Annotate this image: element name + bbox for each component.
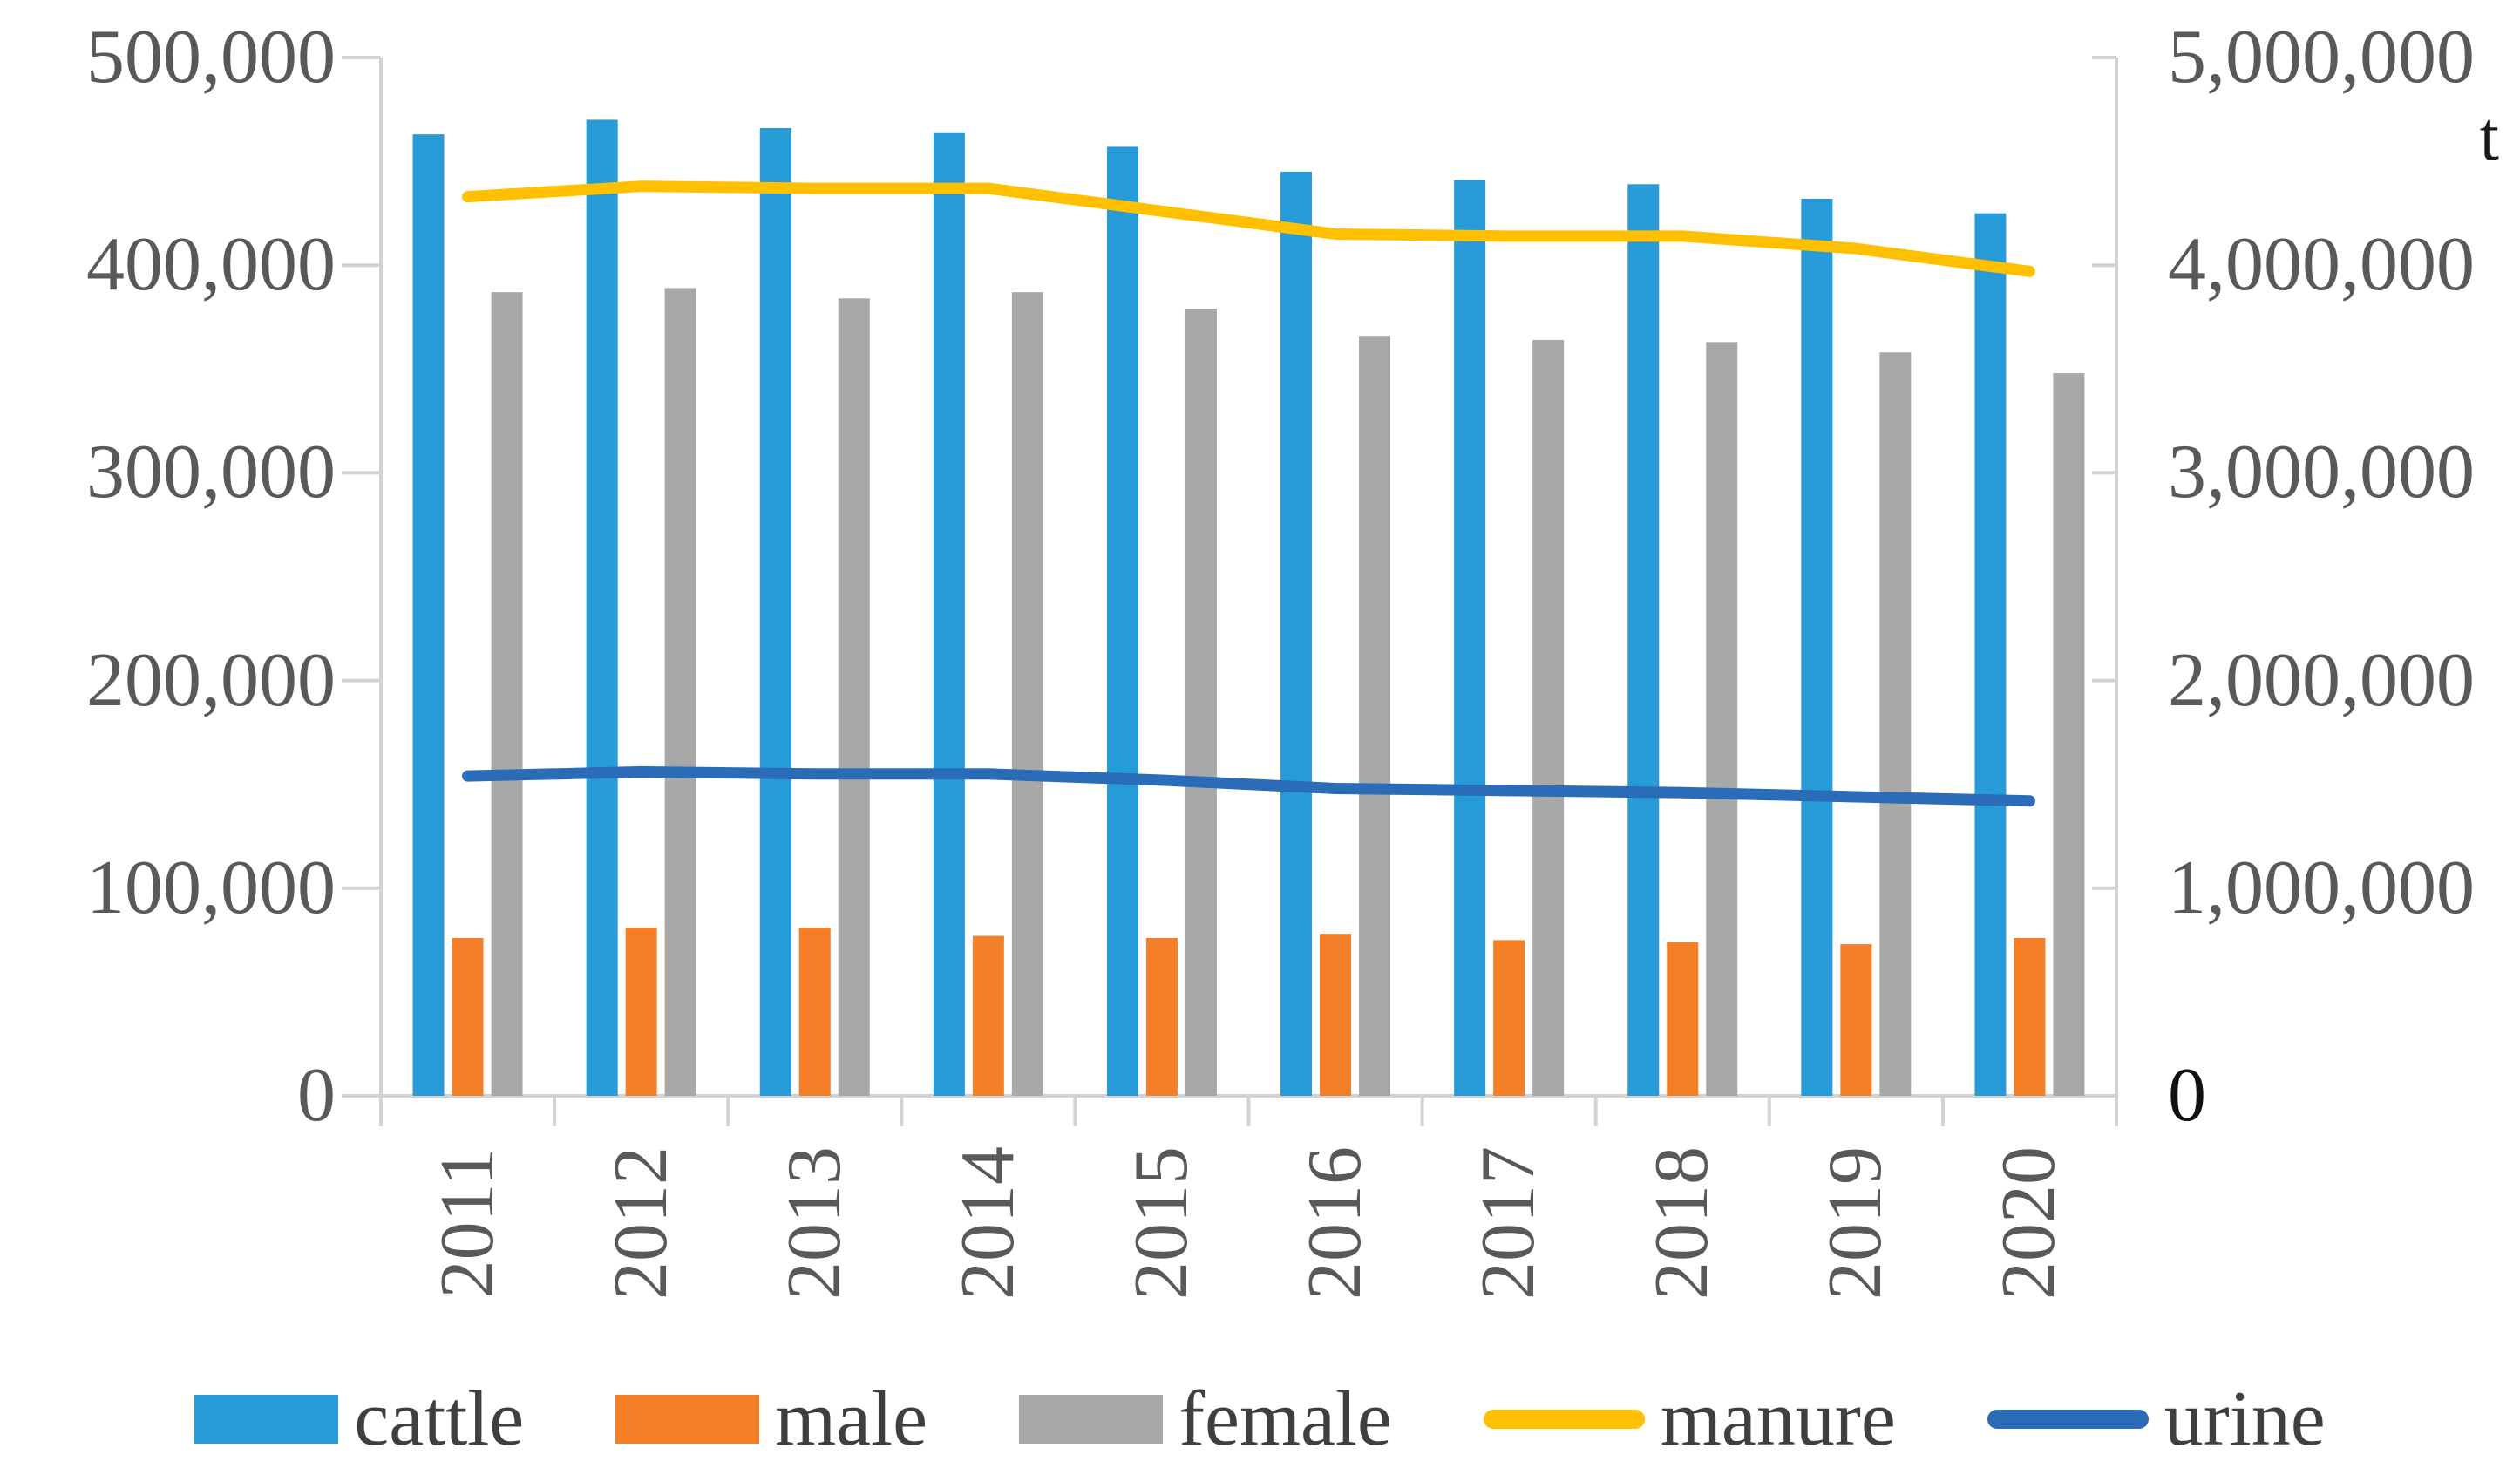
bar-female-2014	[1011, 292, 1043, 1096]
left-axis-tick-label: 300,000	[86, 430, 336, 515]
bar-male-2018	[1667, 942, 1699, 1096]
bar-male-2015	[1145, 937, 1178, 1096]
legend-item-cattle: cattle	[194, 1377, 524, 1461]
legend-item-urine: urine	[1987, 1377, 2326, 1461]
x-axis-year-label-2015: 2015	[1118, 1146, 1204, 1300]
bar-male-2014	[972, 935, 1004, 1096]
bar-female-2012	[664, 288, 696, 1097]
right-axis-tick-label: 3,000,000	[2168, 430, 2475, 515]
bar-cattle-2019	[1801, 198, 1833, 1097]
bar-cattle-2014	[933, 132, 965, 1097]
right-axis-unit-label: t	[2479, 99, 2499, 175]
bar-female-2015	[1185, 309, 1217, 1096]
bar-male-2020	[2014, 937, 2046, 1096]
legend-line-swatch-urine	[1987, 1410, 2149, 1429]
left-axis-tick-label: 100,000	[86, 845, 336, 930]
bar-female-2017	[1532, 339, 1565, 1096]
bar-male-2019	[1840, 944, 1872, 1096]
bar-male-2012	[625, 928, 657, 1096]
x-axis-year-label-2019: 2019	[1813, 1146, 1898, 1300]
bar-cattle-2016	[1280, 172, 1313, 1096]
bar-male-2013	[798, 928, 831, 1096]
x-axis-year-label-2016: 2016	[1293, 1146, 1378, 1300]
bar-female-2019	[1879, 352, 1912, 1096]
legend-item-manure: manure	[1483, 1376, 1896, 1462]
right-axis-tick-label: 2,000,000	[2168, 637, 2475, 723]
legend: cattle male female manure urine	[0, 1367, 2520, 1472]
legend-square-swatch-male	[615, 1395, 760, 1444]
bar-cattle-2018	[1627, 184, 1660, 1096]
bar-male-2011	[452, 937, 484, 1096]
x-axis-year-label-2013: 2013	[771, 1146, 857, 1300]
legend-label-urine: urine	[2163, 1376, 2326, 1462]
line-urine	[462, 765, 2035, 807]
bar-male-2016	[1320, 934, 1352, 1096]
bar-female-2011	[491, 292, 523, 1096]
bar-cattle-2011	[412, 134, 445, 1096]
legend-label-manure: manure	[1660, 1376, 1896, 1462]
legend-label-male: male	[775, 1376, 928, 1462]
bar-cattle-2015	[1106, 146, 1138, 1096]
bar-cattle-2020	[1974, 213, 2007, 1096]
bar-female-2020	[2053, 373, 2085, 1097]
x-axis-year-label-2018: 2018	[1640, 1146, 1725, 1300]
left-axis-tick-label: 400,000	[86, 222, 336, 308]
bar-female-2018	[1706, 342, 1738, 1097]
legend-square-swatch-female	[1019, 1395, 1164, 1444]
legend-square-swatch-cattle	[194, 1395, 339, 1444]
legend-item-female: female	[1019, 1377, 1392, 1461]
x-axis-year-label-2014: 2014	[945, 1146, 1030, 1300]
right-axis-tick-label: 1,000,000	[2168, 845, 2475, 930]
right-axis-tick-label: 5,000,000	[2168, 15, 2475, 99]
legend-label-cattle: cattle	[354, 1376, 525, 1462]
left-axis-tick-label: 0	[297, 1053, 336, 1138]
right-axis-tick-label: 0	[2168, 1053, 2206, 1138]
left-axis-tick-label: 200,000	[86, 637, 336, 723]
bar-cattle-2012	[586, 119, 618, 1097]
bar-female-2013	[838, 298, 870, 1096]
x-axis-year-label-2020: 2020	[1987, 1146, 2072, 1300]
bar-male-2017	[1493, 940, 1525, 1096]
legend-line-swatch-manure	[1483, 1410, 1645, 1429]
left-axis-tick-label: 500,000	[86, 15, 336, 99]
right-axis-tick-label: 4,000,000	[2168, 222, 2475, 308]
x-axis-year-label-2012: 2012	[598, 1146, 683, 1300]
bar-female-2016	[1359, 336, 1391, 1096]
bar-cattle-2017	[1454, 180, 1486, 1097]
x-axis-year-label-2017: 2017	[1466, 1146, 1552, 1300]
legend-item-male: male	[615, 1377, 927, 1461]
bar-cattle-2013	[759, 127, 791, 1096]
legend-label-female: female	[1178, 1376, 1392, 1462]
x-axis-year-label-2011: 2011	[425, 1147, 510, 1299]
line-manure	[462, 180, 2035, 277]
